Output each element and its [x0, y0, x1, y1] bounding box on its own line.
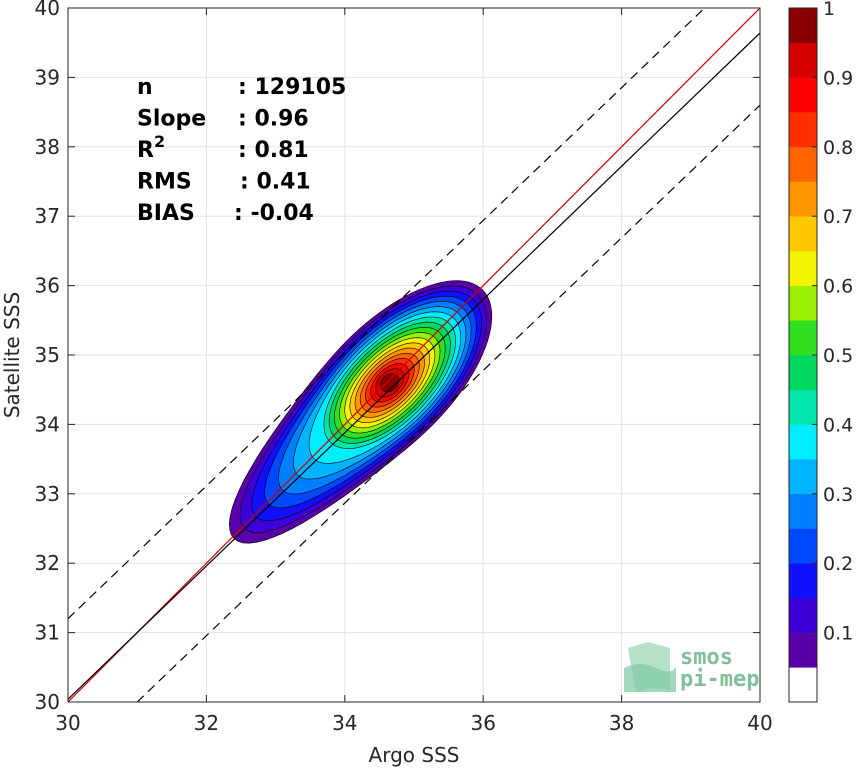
colorbar-swatch-1 [789, 8, 817, 43]
stat-key-n: n [137, 75, 153, 100]
colorbar-swatch-0.45 [789, 389, 817, 425]
colorbar: 0.1 0.2 0.3 0.4 0.5 0.6 0.7 0.8 0.9 1 [788, 0, 853, 703]
smos-pi-mep-logo: smos pi-mep [624, 642, 759, 692]
colorbar-swatch-0.6 [789, 285, 817, 321]
x-tick-label-40: 40 [747, 711, 772, 735]
y-tick-label-33: 33 [35, 482, 60, 506]
y-tick-label-40: 40 [35, 0, 60, 20]
density-contours [228, 280, 493, 544]
colorbar-swatch-0.35 [789, 459, 817, 495]
y-tick-label-32: 32 [35, 551, 60, 575]
colorbar-tick-label-0.8: 0.8 [823, 137, 853, 159]
stat-value-bias: : -0.04 [234, 201, 314, 226]
reference-lines [68, 8, 760, 702]
line-plus-1 [68, 8, 706, 620]
colorbar-swatch-0.55 [789, 320, 817, 356]
colorbar-tick-label-0.6: 0.6 [823, 276, 853, 298]
x-tick-label-30: 30 [55, 711, 80, 735]
x-axis-label: Argo SSS [369, 743, 460, 767]
stat-value-slope: : 0.96 [238, 107, 309, 132]
x-axis-ticks: 30 32 34 36 38 40 [55, 8, 773, 735]
stat-superscript: 2 [154, 132, 165, 151]
stat-value-rms: : 0.41 [240, 170, 311, 195]
colorbar-tick-label-0.7: 0.7 [823, 206, 853, 228]
stat-value-r: : 0.81 [238, 138, 309, 163]
colorbar-tick-label-0.3: 0.3 [823, 484, 853, 506]
stat-key-bias: BIAS [137, 201, 195, 226]
colorbar-swatch-0.9 [789, 77, 817, 113]
density-level-1 [380, 373, 400, 393]
colorbar-tick-label-0.9: 0.9 [823, 67, 853, 89]
stat-key-rms: RMS [137, 170, 192, 195]
colorbar-swatch-0.7 [789, 216, 817, 252]
line-identity [68, 8, 760, 702]
colorbar-tick-label-0.2: 0.2 [823, 553, 853, 575]
colorbar-tick-label-0.1: 0.1 [823, 623, 853, 645]
stat-value-n: : 129105 [238, 75, 346, 100]
colorbar-tick-label-1: 1 [823, 0, 835, 20]
colorbar-swatch-0.05 [789, 667, 817, 703]
y-axis-label: Satellite SSS [0, 292, 24, 418]
y-tick-label-38: 38 [35, 135, 60, 159]
line-minus-1 [136, 104, 760, 702]
colorbar-swatch-0.75 [789, 181, 817, 217]
colorbar-swatch-0.3 [789, 493, 817, 529]
colorbar-tick-label-0.5: 0.5 [823, 345, 853, 367]
y-tick-label-39: 39 [35, 65, 60, 89]
colorbar-swatch-0.2 [789, 563, 817, 599]
colorbar-swatch-0.25 [789, 528, 817, 564]
colorbar-swatch-0.4 [789, 424, 817, 460]
colorbar-swatch-0.8 [789, 146, 817, 182]
y-tick-label-30: 30 [35, 690, 60, 714]
logo-text-pi-mep: pi-mep [680, 667, 759, 692]
y-tick-label-37: 37 [35, 204, 60, 228]
x-tick-label-36: 36 [470, 711, 495, 735]
y-axis-ticks: 30 31 32 33 34 35 36 37 38 39 40 [35, 0, 760, 714]
colorbar-tick-label-0.4: 0.4 [823, 414, 853, 436]
stat-key-slope: Slope [137, 107, 206, 132]
colorbar-swatch-0.15 [789, 597, 817, 633]
y-tick-label-31: 31 [35, 621, 60, 645]
y-tick-label-35: 35 [35, 343, 60, 367]
logo-wave-icon [624, 664, 676, 692]
x-tick-label-34: 34 [332, 711, 357, 735]
line-regression [68, 32, 760, 700]
logo-text-smos: smos [680, 645, 733, 670]
colorbar-swatch-0.65 [789, 250, 817, 286]
x-tick-label-38: 38 [609, 711, 634, 735]
y-tick-label-34: 34 [35, 412, 60, 436]
colorbar-swatch-0.5 [789, 355, 817, 390]
colorbar-swatch-0.1 [789, 632, 817, 668]
colorbar-swatch-0.85 [789, 112, 817, 148]
colorbar-swatch-0.95 [789, 42, 817, 78]
y-tick-label-36: 36 [35, 274, 60, 298]
x-tick-label-32: 32 [194, 711, 219, 735]
